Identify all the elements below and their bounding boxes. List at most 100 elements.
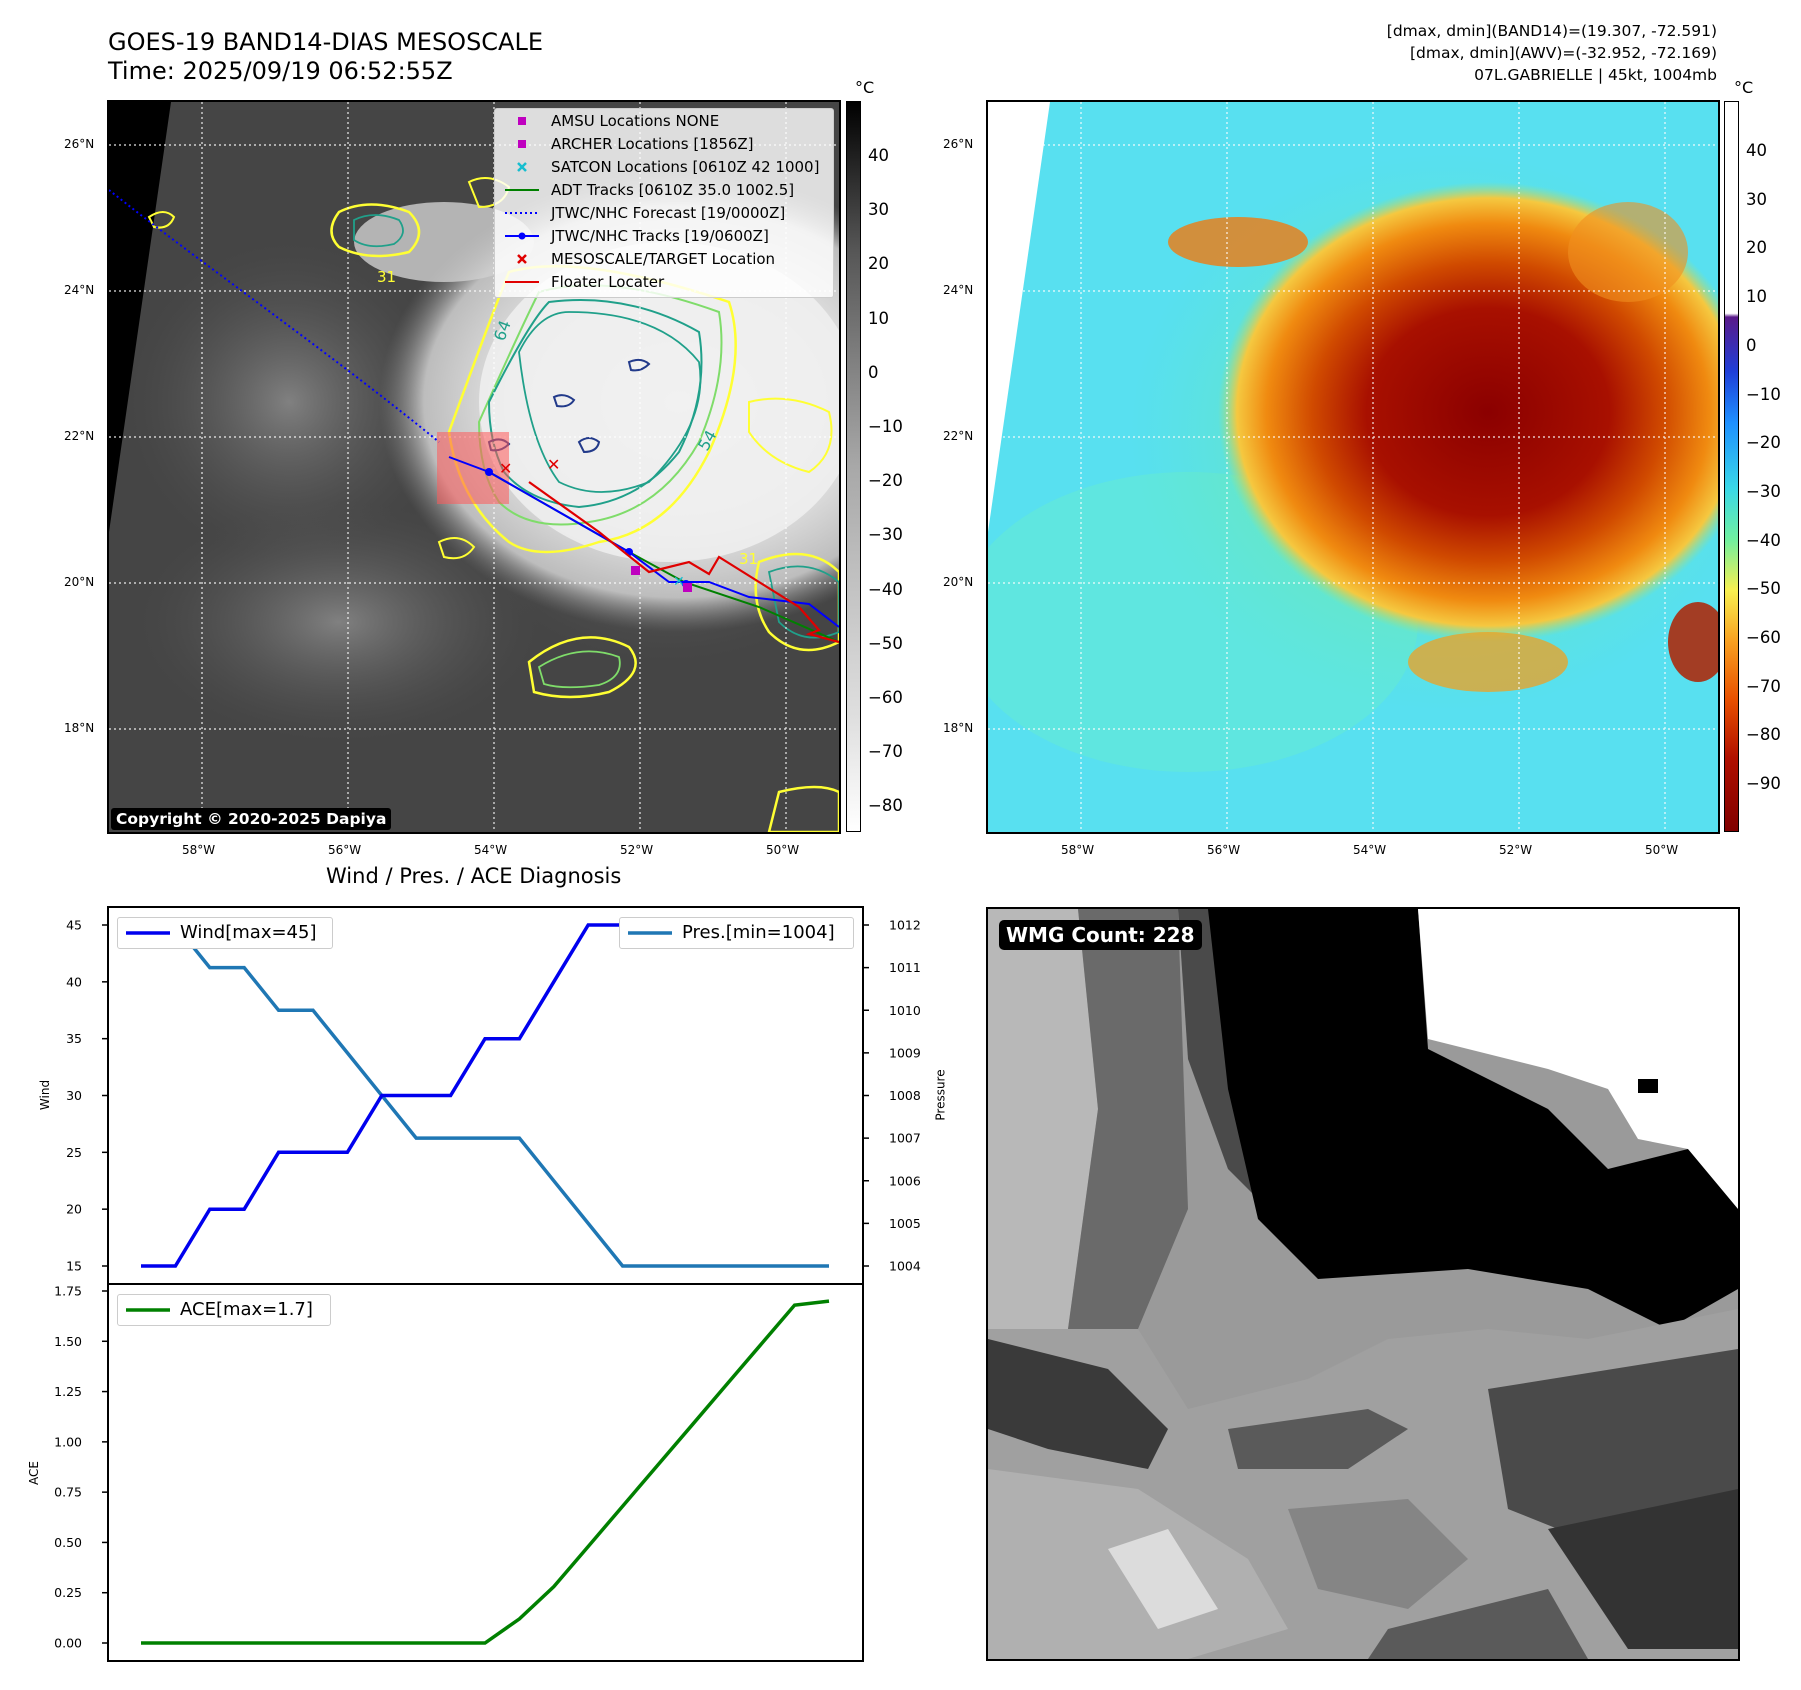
colorbar-gray-tick: −30 (868, 525, 903, 545)
colorbar-color-tick: −10 (1746, 384, 1781, 404)
svg-text:✕: ✕ (547, 455, 560, 474)
lat-label: 18°N (64, 721, 95, 735)
lon-label: 54°W (1353, 843, 1387, 857)
colorbar-gray-tick: 20 (868, 254, 889, 274)
pressure-tick-label: 1009 (889, 1045, 921, 1060)
lat-label: 24°N (64, 283, 95, 297)
colorbar-color-unit: °C (1734, 78, 1754, 97)
diagnosis-title: Wind / Pres. / ACE Diagnosis (326, 864, 622, 888)
lon-label: 56°W (328, 843, 362, 857)
colorbar-color-tick: −60 (1746, 628, 1781, 647)
wind-tick-label: 45 (66, 918, 82, 933)
colorbar-color-tick: −20 (1746, 433, 1781, 453)
colorbar-color-tick: 0 (1746, 335, 1757, 355)
pressure-tick-label: 1006 (889, 1173, 921, 1188)
colorbar-color-tick: −50 (1746, 579, 1781, 599)
square-marker-icon (518, 140, 526, 148)
colorbar-gray-tick: −80 (868, 796, 903, 816)
copyright-badge: Copyright © 2020-2025 Dapiya (111, 808, 392, 830)
pressure-tick-label: 1004 (889, 1259, 921, 1274)
ace-tick-label: 1.50 (54, 1334, 82, 1349)
ir-map-panel[interactable]: ✕ ✕ ✕ 64 54 31 31 AMSU Locations NONE AR… (107, 100, 841, 834)
lon-label: 58°W (1061, 843, 1095, 857)
pressure-tick-label: 1011 (889, 960, 921, 975)
colorbar-color-tick: 20 (1746, 238, 1767, 258)
colorbar-color-tick: −90 (1746, 774, 1781, 794)
ace-tick-label: 0.75 (54, 1485, 82, 1500)
colorbar-gray-tick: 40 (868, 146, 889, 165)
wind-series-line (141, 923, 829, 1268)
wmg-panel[interactable]: WMG Count: 228 (986, 907, 1740, 1661)
colorbar-color-tick: −70 (1746, 676, 1781, 696)
pressure-tick-label: 1007 (889, 1131, 921, 1146)
square-marker-icon (518, 117, 526, 125)
colorbar-gray-tick: 30 (868, 200, 889, 220)
pressure-tick-label: 1010 (889, 1003, 921, 1018)
ace-tick-label: 1.25 (54, 1384, 82, 1399)
ace-legend-label: ACE[max=1.7] (180, 1299, 313, 1320)
color-map-image (988, 102, 1718, 832)
lon-label: 52°W (1499, 843, 1533, 857)
info-line3: 07L.GABRIELLE | 45kt, 1004mb (1474, 66, 1717, 84)
lat-label: 26°N (943, 137, 974, 151)
pressure-axis-label: Pressure (933, 1069, 948, 1121)
wind-tick-label: 30 (66, 1088, 82, 1103)
lon-label: 52°W (620, 843, 654, 857)
wind-tick-label: 35 (66, 1031, 82, 1046)
colorbar-color (1724, 101, 1739, 832)
info-line1: [dmax, dmin](BAND14)=(19.307, -72.591) (1386, 22, 1717, 40)
wmg-image (988, 909, 1738, 1659)
ace-axis-label: ACE (26, 1461, 41, 1485)
lat-label: 22°N (64, 429, 95, 443)
map-legend: AMSU Locations NONE ARCHER Locations [18… (494, 108, 834, 298)
colorbar-gray-tick: 10 (868, 308, 889, 328)
ace-tick-label: 1.00 (54, 1434, 82, 1449)
color-map-panel[interactable] (986, 100, 1720, 834)
colorbar-color-tick: 40 (1746, 141, 1767, 160)
ace-legend: ACE[max=1.7] (117, 1294, 331, 1326)
dotted-line-icon (505, 212, 539, 214)
colorbar-color-tick: −40 (1746, 530, 1781, 550)
svg-text:✕: ✕ (673, 574, 685, 590)
lat-label: 20°N (64, 575, 95, 589)
ace-legend-line-icon (126, 1308, 170, 1312)
wind-pres-plot-frame (107, 906, 864, 1285)
wind-legend-label: Wind[max=45] (180, 922, 317, 943)
colorbar-gray-tick: −40 (868, 579, 903, 599)
colorbar-color-tick: 10 (1746, 287, 1767, 307)
pressure-legend-label: Pres.[min=1004] (682, 922, 835, 943)
lon-label: 54°W (474, 843, 508, 857)
line-icon (505, 189, 539, 191)
pressure-tick-label: 1005 (889, 1216, 921, 1231)
line-dot-icon (505, 232, 539, 240)
colorbar-gray (846, 101, 861, 832)
pressure-tick-label: 1008 (889, 1088, 921, 1103)
colorbar-gray-tick: −20 (868, 471, 903, 491)
wind-tick-label: 25 (66, 1145, 82, 1160)
contour-label-31b: 31 (739, 550, 758, 568)
x-marker-icon (517, 254, 527, 264)
main-title-line2: Time: 2025/09/19 06:52:55Z (108, 57, 453, 85)
pressure-series-line (141, 923, 829, 1268)
wind-tick-label: 20 (66, 1202, 82, 1217)
pressure-legend-line-icon (628, 931, 672, 935)
pressure-legend: Pres.[min=1004] (619, 917, 854, 949)
colorbar-color-tick: −80 (1746, 725, 1781, 745)
ace-tick-label: 0.50 (54, 1535, 82, 1550)
ace-tick-label: 0.25 (54, 1585, 82, 1600)
wmg-count-badge: WMG Count: 228 (999, 920, 1202, 950)
colorbar-color-tick: 30 (1746, 189, 1767, 209)
colorbar-gray-tick: −10 (868, 417, 903, 436)
ace-plot-frame (107, 1283, 864, 1662)
wind-tick-label: 40 (66, 974, 82, 989)
wind-axis-label: Wind (38, 1079, 53, 1111)
colorbar-color-tick: −30 (1746, 481, 1781, 501)
lat-label: 20°N (943, 575, 974, 589)
ace-tick-label: 0.00 (54, 1636, 82, 1651)
pressure-tick-label: 1012 (889, 918, 921, 933)
colorbar-gray-tick: 0 (868, 362, 879, 382)
line-icon (505, 281, 539, 283)
wind-legend: Wind[max=45] (117, 917, 333, 949)
colorbar-gray-unit: °C (855, 78, 875, 97)
main-title-line1: GOES-19 BAND14-DIAS MESOSCALE (108, 28, 544, 56)
